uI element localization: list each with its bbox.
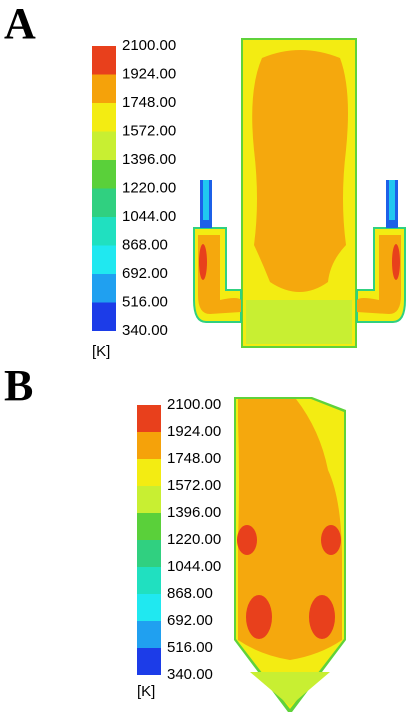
panel-b: B 2100.00 1924.00 1748.00 1572.00 1396.00 122…	[4, 361, 346, 712]
color-band	[137, 513, 161, 540]
color-band	[92, 245, 116, 274]
color-band	[137, 648, 161, 675]
zone	[198, 235, 241, 314]
color-band	[137, 540, 161, 567]
color-band	[137, 594, 161, 621]
nozzle	[389, 180, 395, 220]
zone	[237, 525, 257, 555]
color-band	[92, 217, 116, 246]
color-band	[137, 621, 161, 648]
tick-label: 340.00	[167, 666, 213, 683]
color-band	[137, 567, 161, 594]
color-band	[92, 131, 116, 160]
tick-label: 340.00	[122, 322, 168, 339]
tick-label: 868.00	[122, 236, 168, 253]
tick-label: 2100.00	[122, 37, 176, 54]
tick-label: 1748.00	[167, 450, 221, 467]
color-band	[92, 188, 116, 217]
tick-label: 2100.00	[167, 396, 221, 413]
color-band	[92, 74, 116, 103]
tick-label: 1572.00	[122, 122, 176, 139]
color-band	[92, 103, 116, 132]
zone	[238, 399, 342, 660]
colorbar: 2100.00 1924.00 1748.00 1572.00 1396.00 1220.…	[137, 396, 221, 683]
tick-label: 516.00	[122, 293, 168, 310]
tick-label: 1396.00	[167, 504, 221, 521]
tick-label: 516.00	[167, 639, 213, 656]
zone	[392, 244, 400, 280]
tick-label: 1220.00	[122, 179, 176, 196]
tick-label: 1748.00	[122, 94, 176, 111]
unit-label: [K]	[137, 683, 155, 700]
zone	[357, 235, 401, 314]
color-band	[137, 432, 161, 459]
contour-b	[234, 397, 346, 712]
zone	[250, 672, 330, 706]
tick-label: 1572.00	[167, 477, 221, 494]
color-band	[92, 160, 116, 189]
panel-label: B	[4, 361, 33, 410]
tick-label: 1924.00	[122, 65, 176, 82]
zone	[252, 50, 348, 292]
tick-label: 692.00	[122, 265, 168, 282]
color-band	[137, 486, 161, 513]
tick-label: 692.00	[167, 612, 213, 629]
color-band	[92, 46, 116, 75]
color-band	[92, 274, 116, 303]
zone	[246, 300, 352, 344]
contour-a	[193, 38, 406, 348]
colorbar: 2100.00 1924.00 1748.00 1572.00 1396.00 1220.…	[92, 37, 176, 339]
tick-label: 1044.00	[122, 208, 176, 225]
tick-label: 1396.00	[122, 151, 176, 168]
tick-label: 1924.00	[167, 423, 221, 440]
panel-a: A 2100.00 1924.00 1748.00 1572.00 1396.00 122…	[4, 0, 406, 360]
unit-label: [K]	[92, 343, 110, 360]
zone	[199, 244, 207, 280]
color-band	[92, 302, 116, 331]
tick-label: 868.00	[167, 585, 213, 602]
nozzle	[203, 180, 209, 220]
color-band	[137, 405, 161, 432]
zone	[309, 595, 335, 639]
tick-label: 1044.00	[167, 558, 221, 575]
zone	[246, 595, 272, 639]
panel-label: A	[4, 0, 36, 48]
color-band	[137, 459, 161, 486]
zone	[321, 525, 341, 555]
tick-label: 1220.00	[167, 531, 221, 548]
